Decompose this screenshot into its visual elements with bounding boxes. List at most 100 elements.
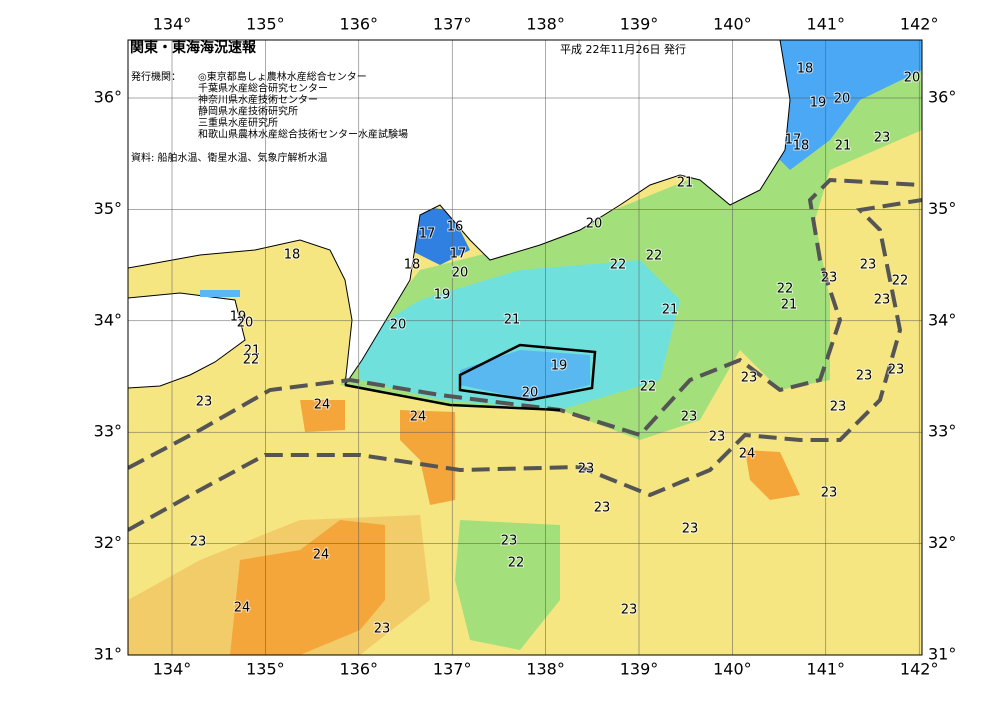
contour-label: 17 bbox=[419, 227, 436, 242]
title: 関東・東海海況速報 bbox=[130, 39, 257, 56]
contour-label: 22 bbox=[777, 282, 794, 297]
contour-label: 20 bbox=[834, 92, 851, 107]
warm-core bbox=[400, 410, 455, 505]
current-path bbox=[128, 198, 922, 532]
lat-label: 33° bbox=[94, 422, 122, 441]
contour-label: 22 bbox=[610, 258, 627, 273]
cold-core bbox=[770, 40, 922, 170]
contour-label: 23 bbox=[196, 395, 213, 410]
contour-label: 20 bbox=[904, 71, 921, 86]
land bbox=[128, 292, 246, 389]
contour-label: 23 bbox=[682, 522, 699, 537]
lon-label: 138° bbox=[526, 15, 565, 34]
contour-label: 21 bbox=[662, 303, 679, 318]
lon-label: 135° bbox=[246, 660, 285, 679]
lat-label: 36° bbox=[94, 88, 122, 107]
lat-label: 35° bbox=[928, 199, 956, 218]
contour-label: 17 bbox=[785, 133, 802, 148]
contour-label: 23 bbox=[830, 400, 847, 415]
cold-zone bbox=[355, 260, 680, 410]
contour-label: 24 bbox=[313, 548, 330, 563]
contour-label: 23 bbox=[874, 293, 891, 308]
current-path bbox=[128, 177, 922, 470]
contour-label: 23 bbox=[821, 271, 838, 286]
map-frame bbox=[127, 39, 923, 656]
contour-label: 20 bbox=[390, 318, 407, 333]
contour-label: 17 bbox=[450, 247, 467, 262]
contour-label: 23 bbox=[856, 369, 873, 384]
grid bbox=[128, 40, 922, 655]
contour-label: 21 bbox=[677, 176, 694, 191]
lon-label: 137° bbox=[433, 15, 472, 34]
lon-label: 136° bbox=[340, 15, 379, 34]
contour-label: 22 bbox=[646, 249, 663, 264]
cool-zone bbox=[455, 520, 560, 650]
cold-core bbox=[460, 350, 590, 400]
contour-label: 20 bbox=[452, 266, 469, 281]
lat-label: 33° bbox=[928, 422, 956, 441]
lon-label: 141° bbox=[807, 660, 846, 679]
lat-label: 32° bbox=[94, 533, 122, 552]
contour-label: 22 bbox=[640, 380, 657, 395]
contour-label: 19 bbox=[551, 359, 568, 374]
contour-label: 23 bbox=[374, 622, 391, 637]
contour-label: 23 bbox=[888, 363, 905, 378]
contour-label: 24 bbox=[234, 601, 251, 616]
contour-label: 21 bbox=[835, 139, 852, 154]
lat-label: 31° bbox=[94, 645, 122, 664]
contour-label: 21 bbox=[244, 344, 261, 359]
land bbox=[128, 40, 791, 386]
issuer: 三重県水産研究所 bbox=[198, 116, 278, 129]
lon-label: 141° bbox=[807, 15, 846, 34]
lat-label: 34° bbox=[928, 310, 956, 329]
lat-label: 34° bbox=[94, 310, 122, 329]
lon-label: 135° bbox=[246, 15, 285, 34]
contour-label: 21 bbox=[504, 313, 521, 328]
contour-label: 24 bbox=[739, 447, 756, 462]
warm-core bbox=[745, 450, 800, 500]
issuer-list: ◎東京都島しょ農林水産総合センター千葉県水産総合研究センター神奈川県水産技術セン… bbox=[198, 70, 408, 141]
lon-label: 136° bbox=[340, 660, 379, 679]
contour-label: 23 bbox=[741, 371, 758, 386]
lon-label: 139° bbox=[620, 660, 659, 679]
contour-label: 22 bbox=[243, 353, 260, 368]
contour-label: 23 bbox=[621, 603, 638, 618]
lat-label: 35° bbox=[94, 199, 122, 218]
contour-label: 18 bbox=[797, 62, 814, 77]
issuer: 和歌山県農林水産総合技術センター水産試験場 bbox=[198, 128, 408, 141]
lon-label: 142° bbox=[900, 15, 939, 34]
contour-label: 24 bbox=[314, 398, 331, 413]
contour-label: 22 bbox=[892, 274, 909, 289]
contour-label: 18 bbox=[793, 139, 810, 154]
contour-label: 18 bbox=[404, 258, 421, 273]
lon-label: 140° bbox=[713, 15, 752, 34]
contour-label: 23 bbox=[578, 462, 595, 477]
lon-label: 139° bbox=[620, 15, 659, 34]
lon-label: 134° bbox=[153, 660, 192, 679]
lat-label: 36° bbox=[928, 88, 956, 107]
lat-label: 32° bbox=[928, 533, 956, 552]
contour-label: 20 bbox=[237, 316, 254, 331]
contour-label: 24 bbox=[410, 410, 427, 425]
issuer-label: 発行機関： bbox=[131, 70, 181, 83]
lon-label: 134° bbox=[153, 15, 192, 34]
contour-label: 23 bbox=[501, 534, 518, 549]
lon-label: 140° bbox=[713, 660, 752, 679]
warm-core bbox=[300, 400, 345, 432]
issue-date: 平成 22年11月26日 発行 bbox=[560, 42, 686, 56]
map-area bbox=[128, 40, 922, 655]
source-note: 資料: 船舶水温、衛星水温、気象庁解析水温 bbox=[131, 151, 328, 164]
contour-label: 16 bbox=[447, 220, 464, 235]
issuer: 神奈川県水産技術センター bbox=[198, 93, 318, 106]
lon-label: 137° bbox=[433, 660, 472, 679]
contour-label: 23 bbox=[681, 410, 698, 425]
contour-label: 20 bbox=[586, 217, 603, 232]
issuer: ◎東京都島しょ農林水産総合センター bbox=[198, 70, 367, 83]
contour-label: 19 bbox=[230, 310, 247, 325]
issuer: 千葉県水産総合研究センター bbox=[198, 82, 328, 95]
contour-label: 23 bbox=[709, 430, 726, 445]
warm-core bbox=[230, 520, 385, 655]
lon-label: 142° bbox=[900, 660, 939, 679]
